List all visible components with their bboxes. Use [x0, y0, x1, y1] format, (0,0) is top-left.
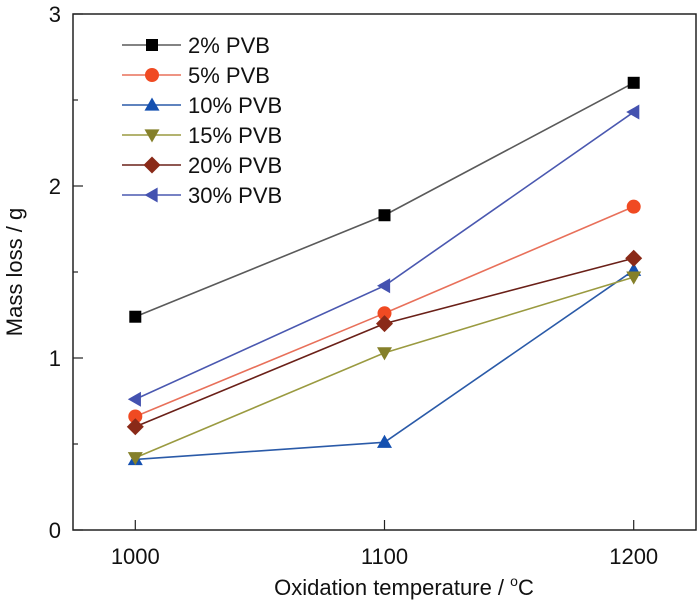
marker-triangle-down [626, 271, 642, 285]
x-tick-label: 1100 [361, 544, 408, 569]
marker-triangle-left [127, 391, 141, 407]
legend-item: 10% PVB [122, 93, 282, 118]
legend-label: 30% PVB [188, 183, 282, 208]
marker-diamond [143, 156, 161, 174]
x-tick-label: 1200 [609, 544, 658, 569]
legend-label: 15% PVB [188, 123, 282, 148]
y-tick-label: 2 [49, 174, 61, 199]
marker-circle [145, 68, 159, 82]
marker-triangle-up [377, 434, 392, 448]
plot-frame [72, 13, 697, 531]
legend-item: 30% PVB [122, 183, 282, 208]
marker-square [378, 209, 391, 222]
series-5pvb [128, 199, 641, 424]
legend-label: 10% PVB [188, 93, 282, 118]
marker-circle [128, 409, 143, 424]
marker-diamond [625, 249, 643, 267]
series-30pvb [127, 104, 640, 407]
series-20pvb [126, 249, 643, 436]
y-tick-label: 1 [49, 346, 61, 371]
marker-triangle-left [377, 278, 391, 294]
legend-item: 2% PVB [122, 33, 270, 58]
legend-label: 2% PVB [188, 33, 270, 58]
x-axis: 1000 1100 1200 [111, 520, 658, 569]
x-tick-label: 1000 [111, 544, 160, 569]
marker-diamond [376, 315, 393, 333]
legend-item: 20% PVB [122, 153, 282, 178]
marker-triangle-left [626, 104, 640, 120]
marker-square [146, 39, 158, 51]
y-tick-label: 3 [49, 2, 61, 27]
marker-triangle-up [144, 97, 160, 111]
legend: 2% PVB 5% PVB 10% PVB 15% PVB 20% PVB 30% PVB [122, 33, 282, 208]
degree-superscript: o [510, 573, 518, 589]
y-axis: 0 1 2 3 [49, 2, 83, 543]
marker-circle [377, 306, 392, 321]
marker-triangle-down [144, 129, 160, 143]
marker-square [129, 310, 142, 323]
legend-item: 5% PVB [122, 63, 270, 88]
marker-triangle-left [144, 187, 158, 203]
marker-square [627, 76, 640, 89]
series-2pvb [129, 76, 640, 323]
series-10pvb [127, 262, 642, 466]
legend-item: 15% PVB [122, 123, 282, 148]
legend-label: 20% PVB [188, 153, 282, 178]
y-axis-label: Mass loss / g [2, 208, 27, 336]
series-15pvb [127, 271, 642, 466]
legend-label: 5% PVB [188, 63, 270, 88]
x-axis-label: Oxidation temperature / oC [274, 573, 534, 600]
marker-circle [626, 199, 641, 214]
series-group [126, 76, 643, 466]
marker-triangle-down [377, 347, 392, 361]
marker-triangle-down [127, 452, 143, 466]
y-tick-label: 0 [49, 518, 61, 543]
series-line [134, 276, 634, 459]
marker-diamond [126, 418, 144, 436]
